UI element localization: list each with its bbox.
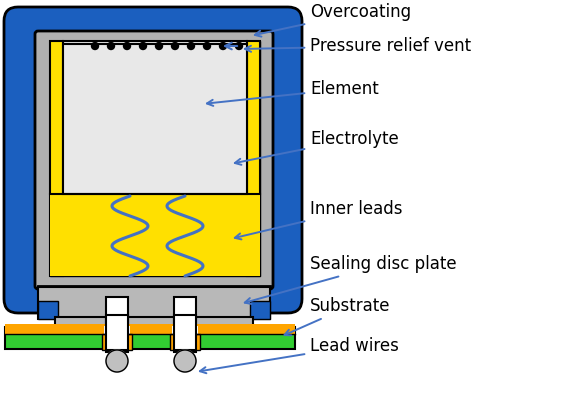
Circle shape — [139, 43, 146, 50]
Bar — [250, 301, 270, 319]
FancyBboxPatch shape — [50, 41, 260, 276]
Bar — [38, 301, 58, 319]
Circle shape — [219, 43, 226, 50]
Bar — [174, 315, 196, 350]
Bar — [104, 326, 130, 350]
Bar — [50, 41, 63, 276]
Bar — [55, 317, 253, 329]
Circle shape — [106, 350, 128, 372]
Circle shape — [171, 43, 179, 50]
Bar — [106, 297, 128, 352]
Text: Lead wires: Lead wires — [200, 337, 399, 373]
Circle shape — [174, 350, 196, 372]
Bar — [5, 327, 295, 349]
Text: Pressure relief vent: Pressure relief vent — [245, 37, 471, 55]
Bar — [247, 41, 260, 276]
Circle shape — [188, 43, 194, 50]
Text: Element: Element — [207, 80, 379, 106]
Bar — [106, 315, 128, 350]
FancyBboxPatch shape — [4, 7, 302, 313]
Bar — [50, 194, 260, 276]
Circle shape — [155, 43, 163, 50]
Circle shape — [108, 43, 115, 50]
Bar — [63, 44, 247, 194]
Bar — [38, 287, 270, 319]
Bar — [174, 297, 196, 352]
Bar — [172, 326, 198, 350]
Text: Inner leads: Inner leads — [235, 200, 403, 240]
Text: Sealing disc plate: Sealing disc plate — [245, 255, 456, 304]
Bar — [5, 324, 295, 334]
Bar — [247, 41, 260, 276]
Bar — [50, 196, 260, 276]
Circle shape — [235, 43, 243, 50]
Text: Substrate: Substrate — [285, 297, 391, 335]
Circle shape — [91, 43, 99, 50]
Bar — [63, 41, 247, 196]
FancyBboxPatch shape — [35, 31, 273, 289]
Bar — [102, 334, 132, 350]
Text: Electrolyte: Electrolyte — [235, 130, 399, 165]
Circle shape — [204, 43, 210, 50]
Text: Overcoating: Overcoating — [255, 3, 411, 37]
Circle shape — [124, 43, 130, 50]
Bar — [50, 41, 63, 276]
Bar — [170, 334, 200, 350]
